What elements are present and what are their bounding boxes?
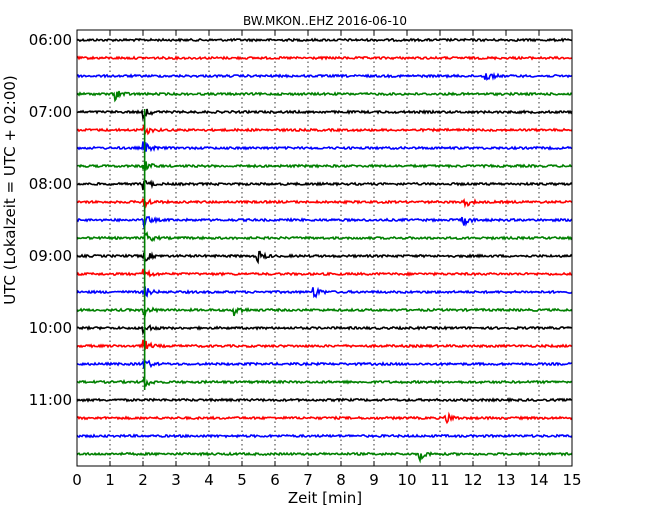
axes: 0 1 2 3 4 5 6 7 8 9 10 11 12 13 14 1506:0007:0008:0009:… — [29, 29, 582, 489]
plot-frame — [76, 29, 573, 467]
trace-11:45 — [76, 451, 573, 464]
trace-10:00 — [76, 324, 573, 336]
x-tick-label: 7 — [303, 471, 313, 489]
y-tick-label: 08:00 — [29, 175, 72, 193]
x-tick-label: 1 — [105, 471, 115, 489]
y-tick-label: 07:00 — [29, 103, 72, 121]
trace-08:15 — [76, 198, 573, 209]
trace-07:30 — [76, 141, 573, 153]
trace-10:15 — [76, 339, 573, 351]
trace-09:45 — [76, 306, 573, 318]
y-tick-label: 09:00 — [29, 247, 72, 265]
trace-11:00 — [76, 397, 573, 403]
trace-10:30 — [76, 359, 573, 369]
trace-09:30 — [76, 286, 573, 299]
trace-09:00 — [76, 250, 573, 265]
x-tick-label: 10 — [397, 471, 416, 489]
x-tick-label: 5 — [237, 471, 247, 489]
y-tick-label: 11:00 — [29, 391, 72, 409]
trace-07:00 — [76, 108, 573, 122]
y-axis-label: UTC (Lokalzeit = UTC + 02:00) — [1, 75, 19, 305]
y-tick-label: 06:00 — [29, 31, 72, 49]
x-tick-label: 14 — [529, 471, 548, 489]
x-tick-label: 8 — [336, 471, 346, 489]
trace-07:15 — [76, 124, 573, 137]
x-tick-label: 3 — [171, 471, 181, 489]
trace-11:30 — [76, 433, 573, 439]
x-tick-label: 0 — [72, 471, 82, 489]
trace-06:15 — [76, 55, 573, 61]
y-tick-label: 10:00 — [29, 319, 72, 337]
grid-lines — [109, 30, 540, 466]
x-tick-label: 4 — [204, 471, 214, 489]
x-tick-label: 9 — [369, 471, 379, 489]
trace-07:45 — [76, 161, 573, 172]
x-tick-label: 2 — [138, 471, 148, 489]
trace-08:30 — [76, 215, 573, 229]
trace-08:00 — [76, 179, 573, 191]
trace-06:45 — [76, 90, 573, 103]
x-tick-label: 15 — [562, 471, 581, 489]
trace-10:45 — [76, 375, 573, 387]
x-tick-label: 6 — [270, 471, 280, 489]
x-axis-label: Zeit [min] — [288, 489, 362, 507]
trace-09:15 — [76, 268, 573, 278]
trace-06:30 — [76, 71, 573, 81]
chart-title: BW.MKON..EHZ 2016-06-10 — [243, 14, 407, 28]
trace-11:15 — [76, 411, 573, 425]
trace-08:45 — [76, 231, 573, 242]
trace-06:00 — [76, 37, 573, 43]
seismic-traces — [76, 37, 573, 464]
x-tick-label: 13 — [496, 471, 515, 489]
x-tick-label: 11 — [430, 471, 449, 489]
x-tick-label: 12 — [463, 471, 482, 489]
